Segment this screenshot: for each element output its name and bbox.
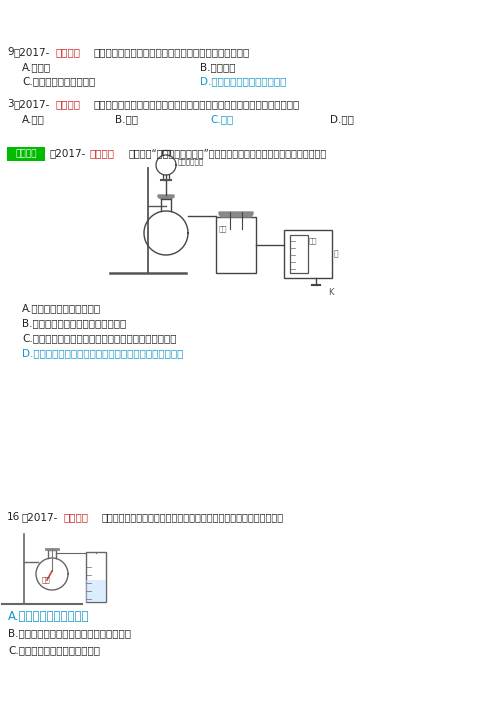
Text: C.鐵丝: C.鐵丝 [210, 114, 233, 124]
Text: ）下图是“鐵丝在氧气中燃烧”的实验改进装置。下列说法错误的是（　　）: ）下图是“鐵丝在氧气中燃烧”的实验改进装置。下列说法错误的是（ ） [129, 148, 327, 158]
Text: 3: 3 [7, 99, 13, 109]
Text: （2017-: （2017- [14, 47, 51, 57]
Text: （2017-: （2017- [22, 512, 59, 522]
Bar [290, 235, 308, 273]
Bar [216, 217, 256, 273]
Text: ）下列物质在氧气中燃烧，现象为火星四射，有黑色固体生成的是（　　）: ）下列物质在氧气中燃烧，现象为火星四射，有黑色固体生成的是（ ） [94, 99, 300, 109]
Bar [284, 230, 332, 278]
Text: 【好题】: 【好题】 [15, 150, 37, 159]
Text: （2017-: （2017- [49, 148, 85, 158]
Text: B.用塑料瓶代替集气碓，实验更安全: B.用塑料瓶代替集气碓，实验更安全 [22, 318, 126, 328]
Text: 邵阳中考: 邵阳中考 [63, 512, 88, 522]
Bar [86, 552, 106, 602]
Text: ）如图为测定空气中氧气含量的实验装置，下列做法合理的是（　　）: ）如图为测定空气中氧气含量的实验装置，下列做法合理的是（ ） [102, 512, 284, 522]
Text: 北京中考: 北京中考 [55, 99, 80, 109]
Text: A.氧气无需提前制备和收集: A.氧气无需提前制备和收集 [22, 303, 101, 313]
Text: C.该装置也可用于二氧化碳和氢气的制备、干燥和检验: C.该装置也可用于二氧化碳和氢气的制备、干燥和检验 [22, 333, 177, 343]
Polygon shape [158, 195, 174, 199]
Text: （2017-: （2017- [14, 99, 51, 109]
Text: 红磷: 红磷 [42, 576, 51, 583]
Text: A.用过量的红磷进行实验: A.用过量的红磷进行实验 [8, 610, 89, 623]
Text: B.观察颜色: B.观察颜色 [200, 62, 236, 72]
Text: 16: 16 [7, 512, 20, 522]
Text: ）下列方法能区分氧气和二氧化碳两种气体的是（　　）: ）下列方法能区分氧气和二氧化碳两种气体的是（ ） [94, 47, 250, 57]
Text: D.酒精: D.酒精 [330, 114, 354, 124]
Text: 北京中考: 北京中考 [55, 47, 80, 57]
Text: A.闻气味: A.闻气味 [22, 62, 51, 72]
Text: A.红磷: A.红磷 [22, 114, 45, 124]
Text: B.木灰: B.木灰 [115, 114, 138, 124]
Text: D.将燃着的木条伸入集气碓中: D.将燃着的木条伸入集气碓中 [200, 76, 286, 86]
Bar [7, 147, 45, 161]
Bar [86, 580, 106, 602]
Text: C.倒入适量氢氧化鍶溶液: C.倒入适量氢氧化鍶溶液 [22, 76, 95, 86]
Text: 液液: 液液 [219, 225, 228, 232]
Text: D.鐵丝在氧气中剑烈燃烧，发出黄色火血，产生黑色固体: D.鐵丝在氧气中剑烈燃烧，发出黄色火血，产生黑色固体 [22, 348, 184, 358]
Polygon shape [219, 212, 253, 217]
Text: 过氧化氢溶液: 过氧化氢溶液 [178, 159, 204, 165]
Text: 量筒: 量筒 [309, 237, 317, 244]
Text: 水: 水 [334, 249, 339, 258]
Text: 9: 9 [7, 47, 13, 57]
Text: K: K [328, 288, 333, 297]
Text: C.红磷息灬后，立即打开止水夹: C.红磷息灬后，立即打开止水夹 [8, 645, 100, 655]
Text: 岐山中考: 岐山中考 [90, 148, 115, 158]
Text: B.红磷点燃后，缓慢伸入碓中并塞紧橡皮塞: B.红磷点燃后，缓慢伸入碓中并塞紧橡皮塞 [8, 628, 131, 638]
